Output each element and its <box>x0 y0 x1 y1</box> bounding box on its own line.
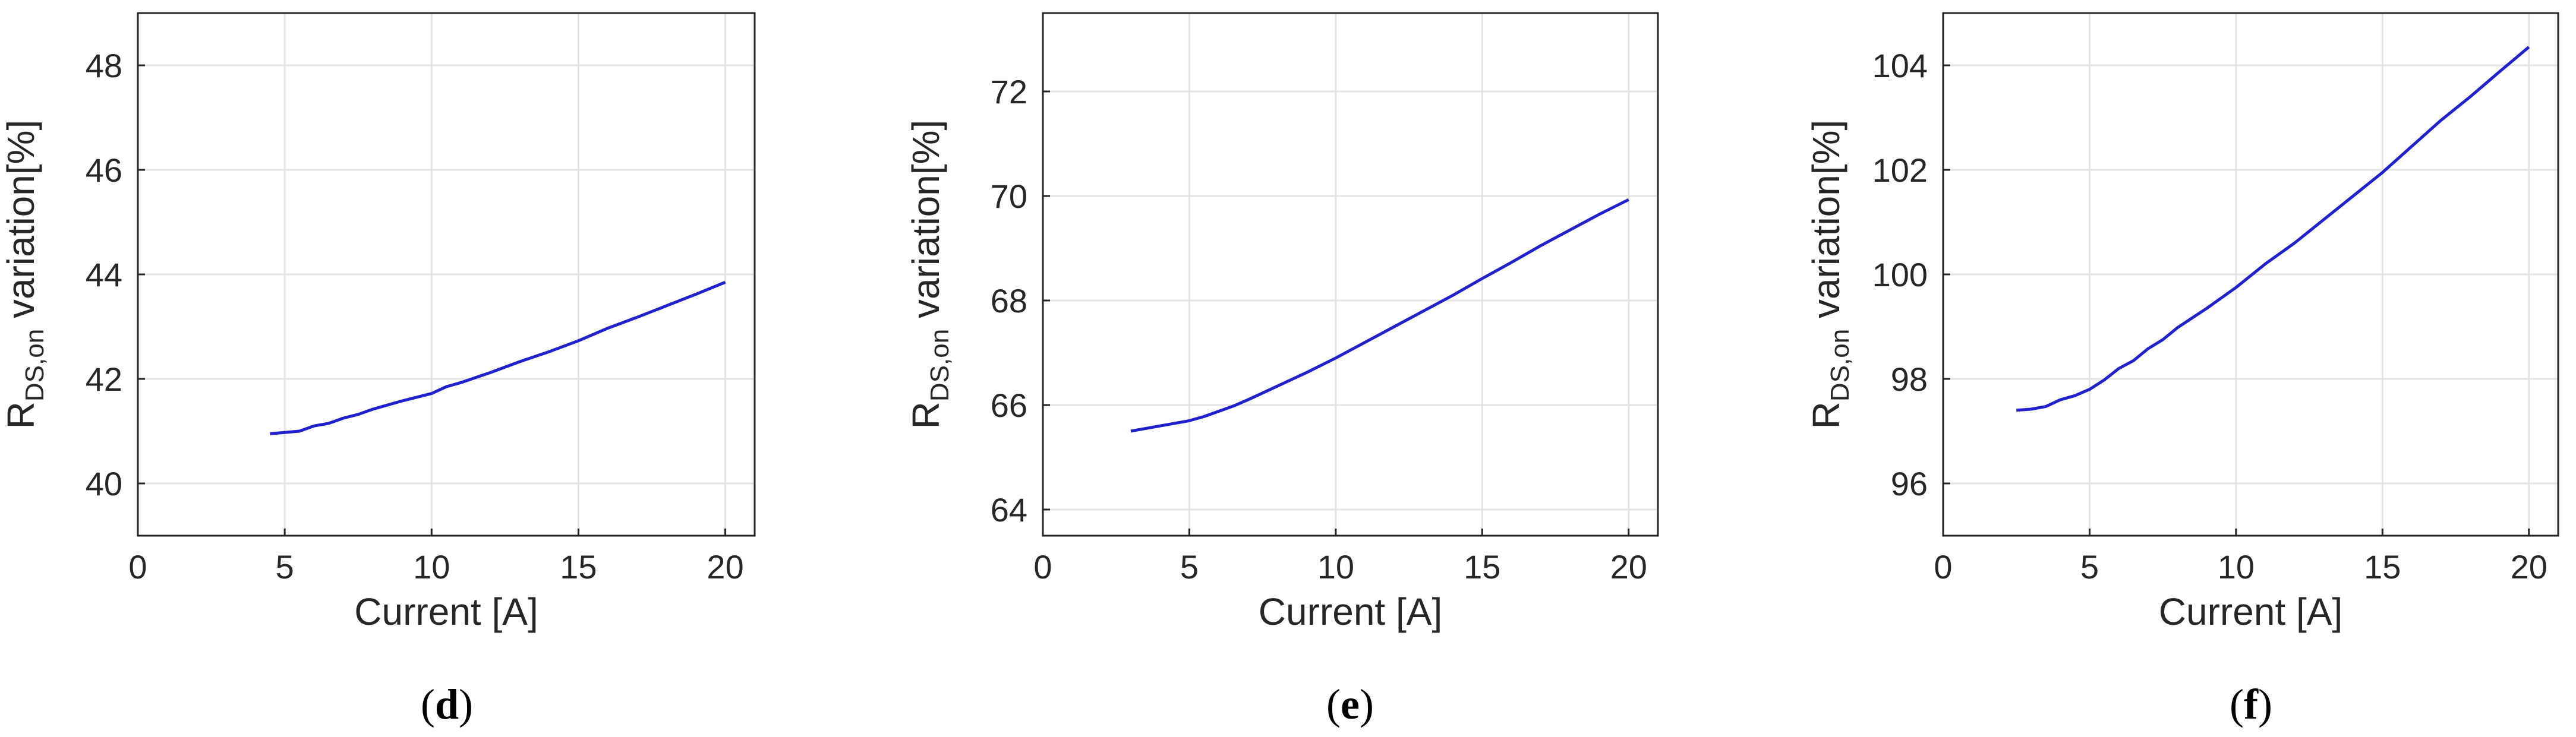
y-tick-label: 100 <box>1872 256 1928 293</box>
x-tick-label: 15 <box>560 548 597 586</box>
x-tick-label: 5 <box>2080 548 2099 586</box>
axes-box <box>1042 12 1659 537</box>
y-tick-label: 46 <box>86 151 122 189</box>
panel-label-letter: d <box>435 681 459 728</box>
y-axis-label-subscript: DS,on <box>20 329 49 401</box>
y-axis-label-subscript: DS,on <box>925 329 954 401</box>
chart-panel-e: 0 5 10 15 20 64 66 68 70 72 Current [A] RDS,on vari… <box>904 12 1659 728</box>
y-axis-label-main: R <box>0 401 42 429</box>
y-axis-label-main: R <box>1805 401 1847 429</box>
y-tick-label: 98 <box>1891 360 1928 398</box>
x-tick-label: 0 <box>128 548 147 586</box>
x-tick-label: 20 <box>707 548 743 586</box>
y-tick-label: 104 <box>1872 47 1928 84</box>
x-tick-label: 0 <box>1934 548 1952 586</box>
y-axis-label-rest: variation[%] <box>0 120 42 329</box>
series-line-0 <box>1130 198 1629 433</box>
y-tick-label: 72 <box>991 73 1027 110</box>
y-tick-label: 42 <box>86 360 122 398</box>
panel-label-letter: f <box>2244 681 2259 728</box>
y-axis-label: RDS,on variation[%] <box>1805 120 1855 429</box>
panel-label-close: ) <box>1360 681 1374 728</box>
y-axis-label-rest: variation[%] <box>904 120 947 329</box>
x-tick-label: 5 <box>1180 548 1199 586</box>
x-axis-label: Current [A] <box>2159 590 2342 633</box>
chart-panel-f: 0 5 10 15 20 96 98 100 102 104 Current [A] RDS,on v… <box>1805 12 2559 728</box>
x-axis-label: Current [A] <box>1259 590 1442 633</box>
chart-panel-d: 0 5 10 15 20 40 42 44 46 48 Current [A] RDS,on vari… <box>0 12 756 728</box>
x-tick-label: 20 <box>2511 548 2547 586</box>
panel-label: (f) <box>2230 681 2272 728</box>
y-tick-label: 96 <box>1891 465 1928 502</box>
y-axis-label-main: R <box>904 401 947 429</box>
y-axis-label: RDS,on variation[%] <box>904 120 954 429</box>
panel-label-letter: e <box>1341 681 1360 728</box>
y-tick-label: 40 <box>86 465 122 502</box>
y-tick-label: 66 <box>991 387 1027 424</box>
panel-label: (e) <box>1326 681 1374 728</box>
panel-label-open: ( <box>2230 681 2244 728</box>
x-tick-label: 15 <box>1464 548 1500 586</box>
x-tick-label: 0 <box>1033 548 1052 586</box>
series-line-0 <box>2016 46 2530 412</box>
series-line-0 <box>270 280 726 435</box>
x-tick-label: 10 <box>413 548 450 586</box>
y-tick-label: 44 <box>86 256 122 293</box>
y-tick-label: 64 <box>991 491 1027 529</box>
panel-label-close: ) <box>459 681 473 728</box>
x-tick-label: 5 <box>276 548 294 586</box>
y-axis-label: RDS,on variation[%] <box>0 120 49 429</box>
y-tick-label: 68 <box>991 282 1027 320</box>
y-axis-label-subscript: DS,on <box>1825 329 1855 401</box>
panel-label-open: ( <box>1326 681 1341 728</box>
y-tick-label: 102 <box>1872 151 1928 189</box>
panel-label-open: ( <box>421 681 435 728</box>
y-tick-label: 70 <box>991 178 1027 215</box>
x-tick-label: 15 <box>2364 548 2401 586</box>
panel-label-close: ) <box>2258 681 2272 728</box>
x-tick-label: 10 <box>2218 548 2255 586</box>
y-tick-label: 48 <box>86 47 122 84</box>
panel-label: (d) <box>421 681 473 728</box>
x-tick-label: 10 <box>1317 548 1354 586</box>
y-axis-label-rest: variation[%] <box>1805 120 1847 329</box>
x-tick-label: 20 <box>1610 548 1647 586</box>
x-axis-label: Current [A] <box>354 590 538 633</box>
